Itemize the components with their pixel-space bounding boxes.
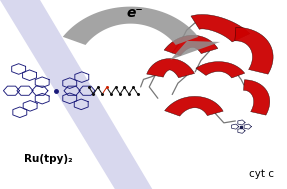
- Polygon shape: [0, 0, 158, 189]
- Text: e⁻: e⁻: [127, 6, 143, 20]
- Polygon shape: [63, 7, 198, 45]
- Polygon shape: [191, 15, 250, 42]
- Polygon shape: [165, 96, 223, 116]
- Polygon shape: [196, 62, 245, 78]
- Text: cyt c: cyt c: [249, 169, 274, 179]
- Polygon shape: [243, 80, 270, 115]
- Polygon shape: [164, 35, 218, 56]
- Polygon shape: [147, 59, 195, 78]
- Polygon shape: [170, 41, 220, 60]
- Text: Ru(tpy)₂: Ru(tpy)₂: [24, 154, 73, 164]
- Polygon shape: [235, 27, 273, 74]
